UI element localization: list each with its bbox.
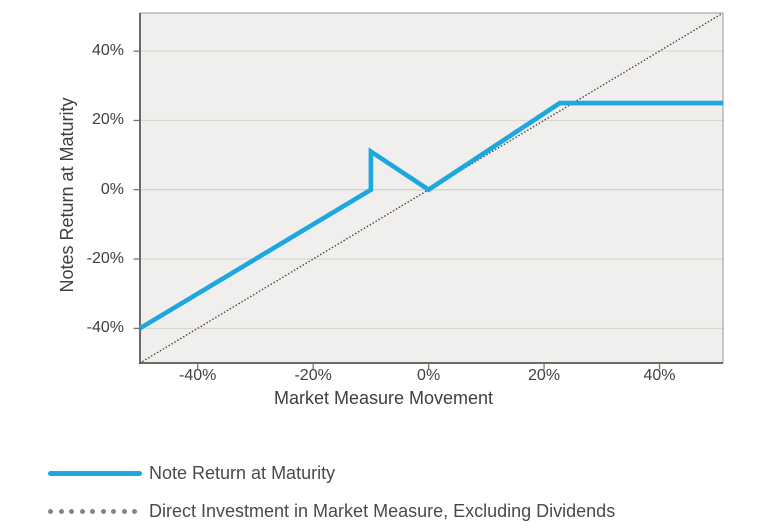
x-axis-title: Market Measure Movement [273, 388, 494, 408]
y-tick-label: -40% [86, 319, 124, 337]
legend-item-note-return: Note Return at Maturity [48, 461, 615, 485]
y-tick-label: -20% [86, 250, 124, 268]
legend-dot [69, 508, 74, 514]
solid-line-swatch [48, 470, 142, 476]
legend-dot [121, 508, 127, 514]
x-tick-label: -20% [294, 367, 332, 384]
legend-dot [111, 508, 116, 514]
y-tick-label: 0% [100, 180, 124, 198]
x-tick-label: 20% [528, 367, 561, 384]
legend-dot [90, 508, 95, 514]
legend-dot [79, 508, 85, 514]
dotted-line-swatch [48, 508, 149, 514]
y-tick-label: 40% [91, 42, 124, 60]
x-tick-label: 0% [417, 367, 441, 384]
x-tick-label: 40% [643, 367, 676, 384]
legend-swatch-area [48, 470, 149, 476]
note-return-line [138, 100, 723, 331]
x-tick-label: -40% [179, 367, 217, 384]
legend-label-direct-investment: Direct Investment in Market Measure, Exc… [149, 500, 616, 521]
legend-dot [48, 508, 53, 514]
legend-dot [100, 508, 106, 514]
legend-item-direct-investment: Direct Investment in Market Measure, Exc… [48, 499, 615, 523]
chart-legend: Note Return at Maturity Direct Investmen… [48, 461, 615, 523]
y-tick-label: 20% [91, 111, 124, 129]
legend-dot [58, 508, 64, 514]
legend-label-note-return: Note Return at Maturity [149, 462, 336, 483]
legend-dot [132, 508, 137, 514]
payoff-chart-canvas [133, 12, 724, 370]
